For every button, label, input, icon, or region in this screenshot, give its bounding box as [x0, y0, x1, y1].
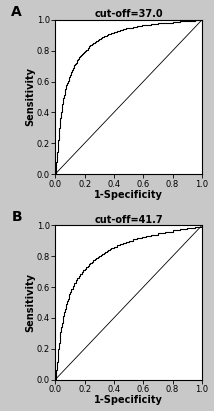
Y-axis label: Sensitivity: Sensitivity — [25, 273, 35, 332]
Title: cut-off=41.7: cut-off=41.7 — [94, 215, 163, 225]
X-axis label: 1-Specificity: 1-Specificity — [94, 190, 163, 200]
X-axis label: 1-Specificity: 1-Specificity — [94, 395, 163, 405]
Title: cut-off=37.0: cut-off=37.0 — [94, 9, 163, 19]
Text: A: A — [11, 5, 22, 18]
Text: B: B — [11, 210, 22, 224]
Y-axis label: Sensitivity: Sensitivity — [25, 67, 35, 127]
